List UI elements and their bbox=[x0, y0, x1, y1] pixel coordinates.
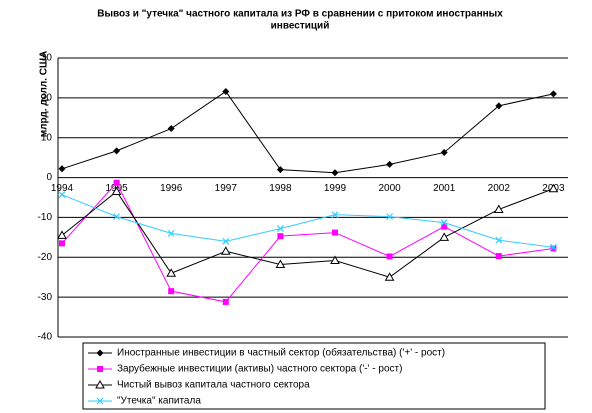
marker bbox=[222, 87, 230, 95]
marker bbox=[386, 160, 394, 168]
legend-box bbox=[82, 342, 546, 410]
y-tick-label: 30 bbox=[41, 53, 53, 64]
marker bbox=[493, 204, 504, 213]
marker bbox=[548, 183, 559, 193]
series-line bbox=[61, 90, 554, 174]
legend-marker bbox=[96, 349, 104, 357]
marker bbox=[57, 230, 67, 239]
marker bbox=[111, 186, 122, 196]
marker bbox=[277, 233, 284, 240]
marker bbox=[59, 240, 65, 247]
marker bbox=[440, 148, 448, 156]
y-tick-label: 20 bbox=[41, 92, 53, 103]
x-tick-label: 1998 bbox=[269, 183, 292, 194]
marker bbox=[276, 225, 284, 233]
marker bbox=[168, 288, 175, 295]
marker bbox=[386, 213, 394, 221]
x-tick-label: 1997 bbox=[215, 183, 238, 194]
marker bbox=[495, 253, 502, 260]
marker bbox=[166, 268, 177, 277]
marker bbox=[495, 102, 503, 110]
marker bbox=[439, 232, 450, 241]
x-tick-label: 2001 bbox=[433, 183, 456, 194]
legend-marker bbox=[97, 366, 103, 372]
y-axis-title: млрд. долл. США bbox=[39, 51, 50, 137]
marker bbox=[113, 213, 121, 221]
marker bbox=[167, 229, 175, 237]
y-tick-label: -40 bbox=[38, 332, 53, 343]
marker bbox=[384, 272, 395, 281]
marker bbox=[331, 211, 339, 219]
marker bbox=[222, 298, 229, 305]
x-tick-label: 2000 bbox=[378, 183, 401, 194]
marker bbox=[332, 229, 338, 236]
marker bbox=[331, 169, 339, 177]
x-tick-label: 1999 bbox=[324, 183, 347, 194]
series-line bbox=[61, 188, 554, 278]
series-line bbox=[61, 194, 554, 248]
x-tick-label: 1996 bbox=[160, 183, 183, 194]
marker bbox=[58, 165, 66, 173]
x-tick-label: 2002 bbox=[488, 183, 511, 194]
y-tick-label: 0 bbox=[46, 172, 52, 183]
marker bbox=[113, 179, 120, 186]
marker bbox=[276, 166, 284, 174]
y-tick-label: 10 bbox=[41, 132, 53, 143]
marker bbox=[113, 147, 121, 155]
marker bbox=[222, 237, 230, 245]
y-tick-label: -20 bbox=[38, 252, 53, 263]
legend-label: Зарубежные инвестиции (активы) частного … bbox=[117, 363, 402, 375]
marker bbox=[330, 255, 340, 264]
marker bbox=[549, 243, 557, 251]
marker bbox=[167, 125, 175, 133]
legend-marker bbox=[95, 379, 105, 389]
marker bbox=[549, 90, 557, 98]
marker bbox=[386, 253, 393, 260]
chart-title: Вывоз и "утечка" частного капитала из РФ… bbox=[97, 9, 503, 20]
y-tick-label: -30 bbox=[38, 292, 53, 303]
x-tick-label: 1994 bbox=[51, 183, 74, 194]
marker bbox=[220, 246, 231, 255]
marker bbox=[275, 259, 286, 268]
series-line bbox=[61, 181, 554, 303]
y-tick-label: -10 bbox=[38, 212, 53, 223]
legend-label: "Утечка" капитала bbox=[117, 396, 201, 407]
marker bbox=[550, 245, 557, 252]
marker bbox=[495, 236, 503, 244]
legend-marker bbox=[96, 397, 104, 405]
chart-title: инвестиций bbox=[271, 21, 330, 32]
legend-label: Иностранные инвестиции в частный сектор … bbox=[117, 347, 445, 359]
marker bbox=[58, 191, 66, 199]
marker bbox=[441, 223, 448, 230]
legend-label: Чистый вывоз капитала частного сектора bbox=[117, 380, 310, 391]
marker bbox=[440, 219, 448, 227]
